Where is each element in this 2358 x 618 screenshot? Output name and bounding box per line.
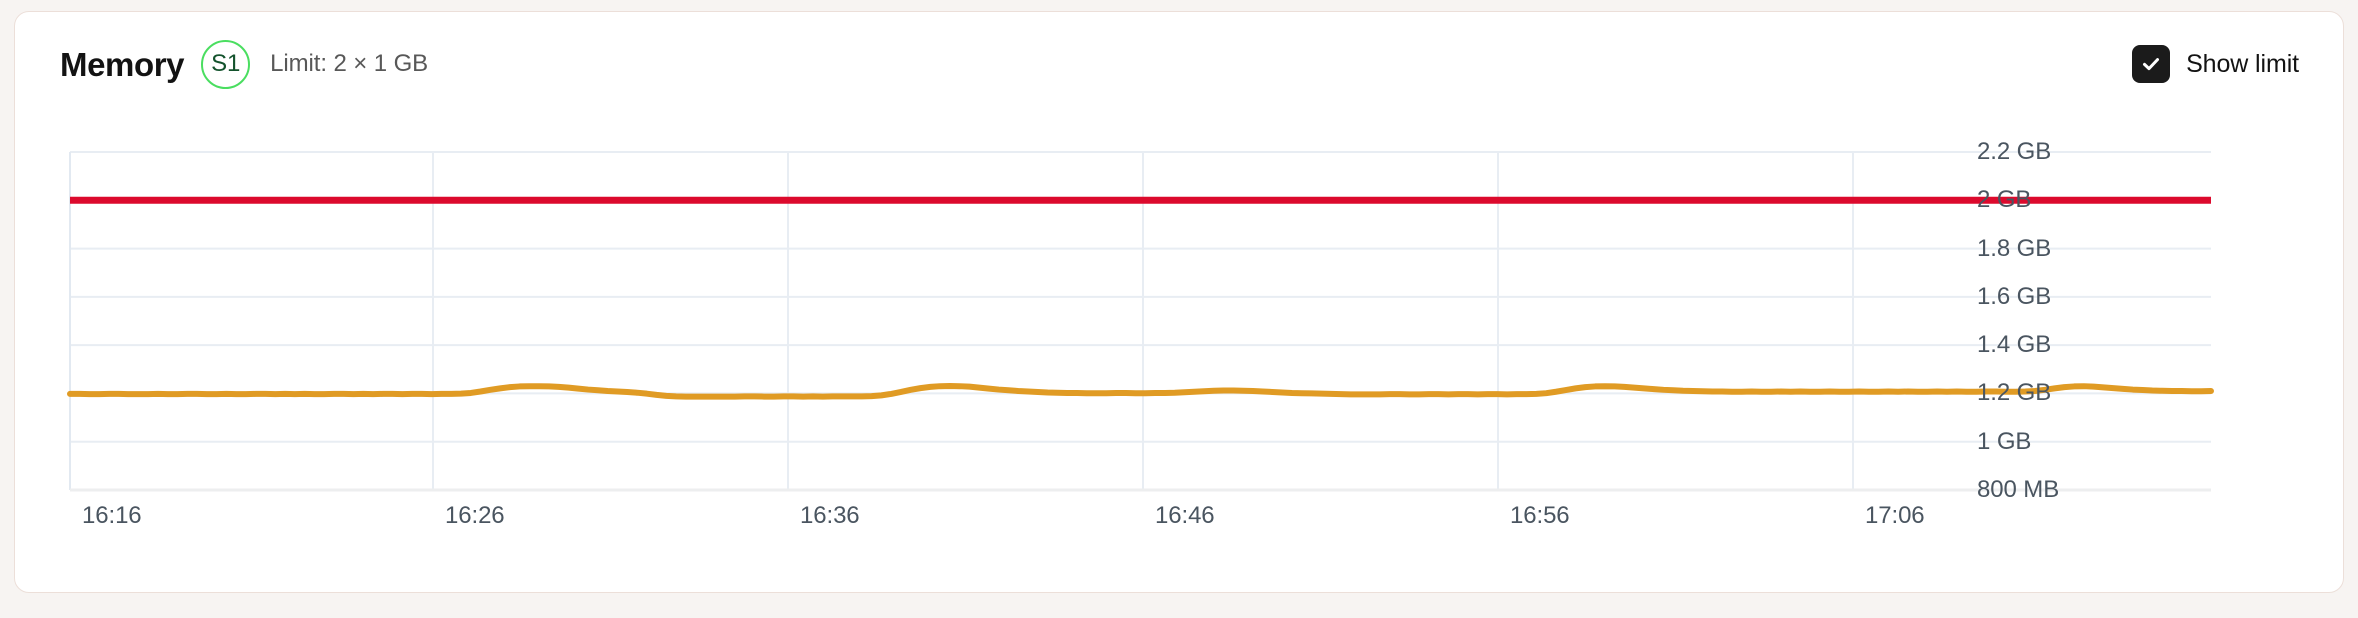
x-axis-tick-label: 16:16	[82, 502, 142, 529]
y-axis-tick-label: 1.4 GB	[1977, 331, 2052, 359]
x-axis-tick-label: 16:56	[1510, 502, 1570, 529]
show-limit-label: Show limit	[2186, 49, 2299, 78]
chart-plot-area[interactable]	[55, 150, 2305, 550]
y-axis-tick-label: 1.2 GB	[1977, 379, 2052, 407]
show-limit-toggle[interactable]: Show limit	[2132, 45, 2299, 83]
memory-panel-card: Memory S1 Limit: 2 × 1 GB Show limit	[14, 11, 2344, 593]
panel-header-left: Memory S1 Limit: 2 × 1 GB	[60, 39, 429, 89]
panel-header: Memory S1 Limit: 2 × 1 GB Show limit	[15, 12, 2343, 116]
service-badge[interactable]: S1	[201, 39, 251, 89]
show-limit-checkbox[interactable]	[2132, 45, 2171, 83]
memory-chart[interactable]: 2.2 GB 2 GB 1.8 GB 1.6 GB 1.4 GB 1.2 GB 1 GB 80…	[55, 138, 2307, 550]
limit-description: Limit: 2 × 1 GB	[270, 50, 429, 77]
y-axis-tick-label: 1.8 GB	[1977, 234, 2052, 262]
y-axis-tick-label: 1 GB	[1977, 427, 2032, 455]
y-axis-labels: 2.2 GB 2 GB 1.8 GB 1.6 GB 1.4 GB 1.2 GB 1 GB 80…	[1977, 138, 2307, 550]
y-axis-tick-label: 2.2 GB	[1977, 138, 2052, 165]
x-axis-tick-label: 16:36	[800, 502, 860, 529]
y-axis-tick-label: 1.6 GB	[1977, 282, 2052, 310]
page-title: Memory	[60, 45, 185, 83]
x-axis-tick-label: 17:06	[1865, 502, 1925, 529]
memory-usage-line	[67, 382, 2214, 400]
y-axis-tick-label: 800 MB	[1977, 476, 2060, 503]
y-axis-tick-label: 2 GB	[1977, 186, 2032, 214]
x-axis-tick-label: 16:26	[445, 502, 505, 529]
x-axis-tick-label: 16:46	[1155, 502, 1215, 529]
x-axis-labels: 16:16 16:26 16:36 16:46 16:56 17:06	[55, 150, 2305, 550]
check-icon	[2143, 58, 2160, 71]
